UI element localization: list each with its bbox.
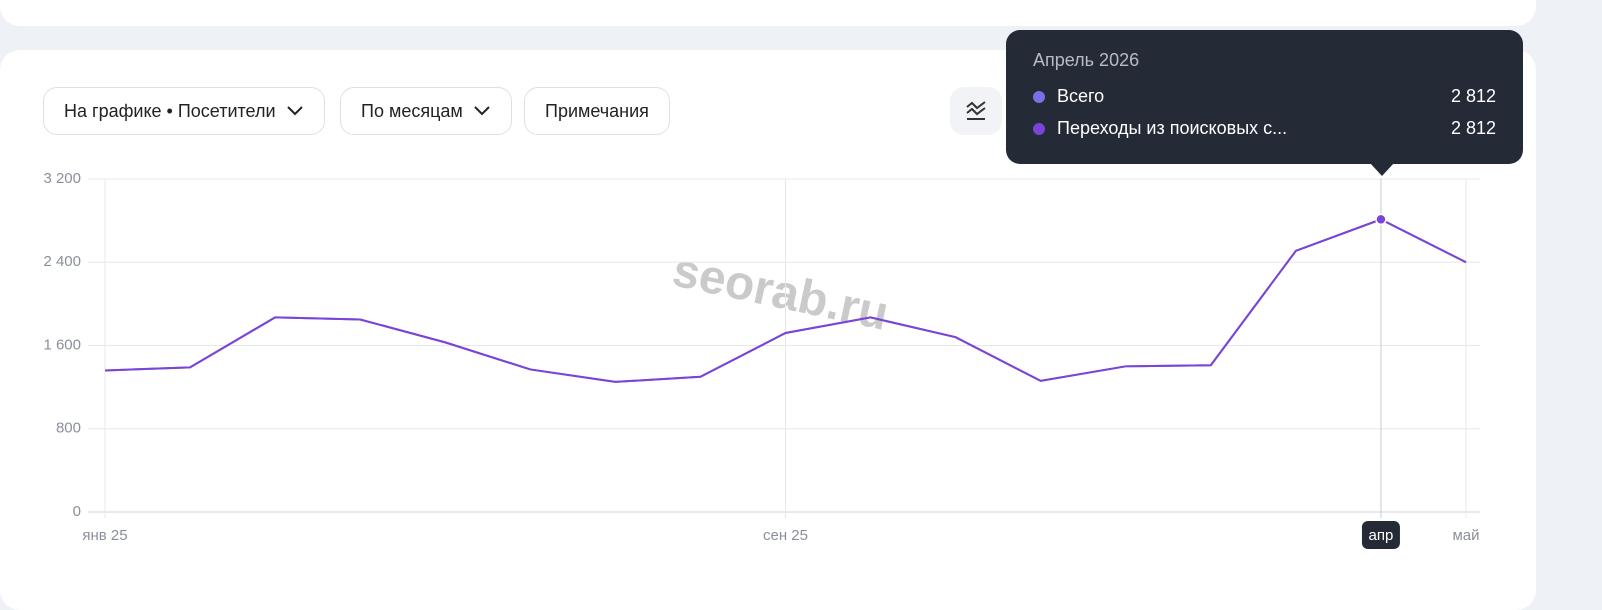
tooltip-arrow (1370, 163, 1394, 176)
x-tick-label: май (1452, 527, 1479, 544)
tooltip: Апрель 2026 Всего 2 812 Переходы из поиск… (1006, 30, 1523, 164)
notes-button[interactable]: Примечания (524, 87, 670, 135)
y-tick-label: 1 600 (43, 336, 81, 353)
icon (966, 101, 986, 120)
period-select[interactable]: По месяцам (340, 87, 512, 135)
legend-label: Всего (1057, 86, 1105, 106)
legend-dot (1033, 90, 1045, 103)
chevron (286, 106, 303, 116)
metric-label: На графике • Посетители (64, 100, 276, 121)
y-tick-label: 800 (56, 420, 81, 437)
y-tick-label: 2 400 (43, 253, 81, 270)
series-line (104, 218, 1467, 383)
chart-type-button[interactable] (950, 87, 1002, 135)
y-tick-label: 0 (73, 503, 81, 520)
tooltip-row: Всего 2 812 (1033, 86, 1496, 107)
chevron (474, 106, 490, 116)
top-card (0, 0, 1536, 26)
x-tick-label: апр (1369, 527, 1394, 544)
page: На графике • Посетители По месяцам Приме… (0, 0, 1536, 610)
tooltip-value: 2 812 (1450, 118, 1496, 138)
metric-select[interactable]: На графике • Посетители (43, 87, 325, 135)
watermark: seorab.ru (668, 244, 893, 341)
period-label: По месяцам (361, 100, 463, 121)
chart: seorab.ru 0 800 1 600 2 400 3 200 янв 25 сен 2… (43, 170, 1480, 549)
x-tick-label: янв 25 (82, 527, 127, 544)
notes-label: Примечания (545, 100, 649, 121)
legend-label: Переходы из поисковых с... (1057, 118, 1288, 138)
tooltip-value: 2 812 (1450, 86, 1496, 106)
x-tick-label: сен 25 (763, 527, 808, 544)
tooltip-title: Апрель 2026 (1033, 50, 1140, 70)
y-tick-label: 3 200 (43, 170, 81, 187)
hover-point (1375, 213, 1387, 226)
legend-dot (1033, 122, 1045, 135)
x-label-badge (1361, 521, 1400, 549)
tooltip-row: Переходы из поисковых с... 2 812 (1033, 118, 1496, 139)
